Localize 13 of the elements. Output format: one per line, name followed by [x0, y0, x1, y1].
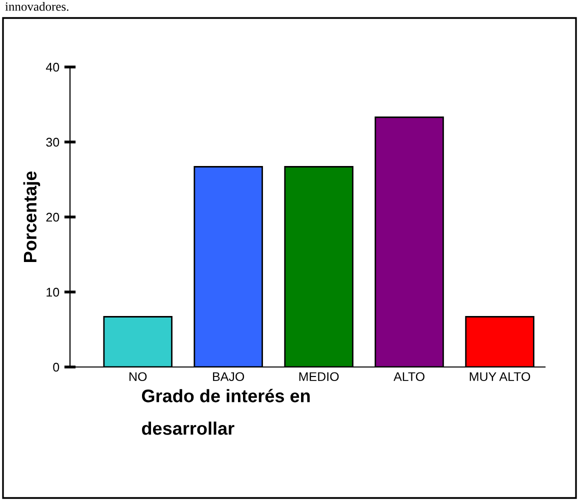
y-tick-label: 30 — [46, 138, 60, 147]
x-axis-title: Grado de interés en desarrollar — [142, 388, 310, 435]
y-axis-title: Porcentaje — [23, 171, 40, 262]
x-tick-label: ALTO — [394, 372, 424, 382]
x-tick-label: MEDIO — [299, 372, 339, 382]
y-tick-label: 0 — [53, 362, 60, 372]
x-tick-label: NO — [130, 372, 147, 382]
y-tick-label: 10 — [46, 288, 60, 297]
x-tick-label: BAJO — [213, 372, 244, 382]
y-tick-label: 20 — [46, 212, 60, 222]
y-tick-label: 40 — [46, 62, 60, 72]
x-tick-label: MUY ALTO — [470, 372, 530, 382]
text: innovadores. — [5, 2, 68, 11]
